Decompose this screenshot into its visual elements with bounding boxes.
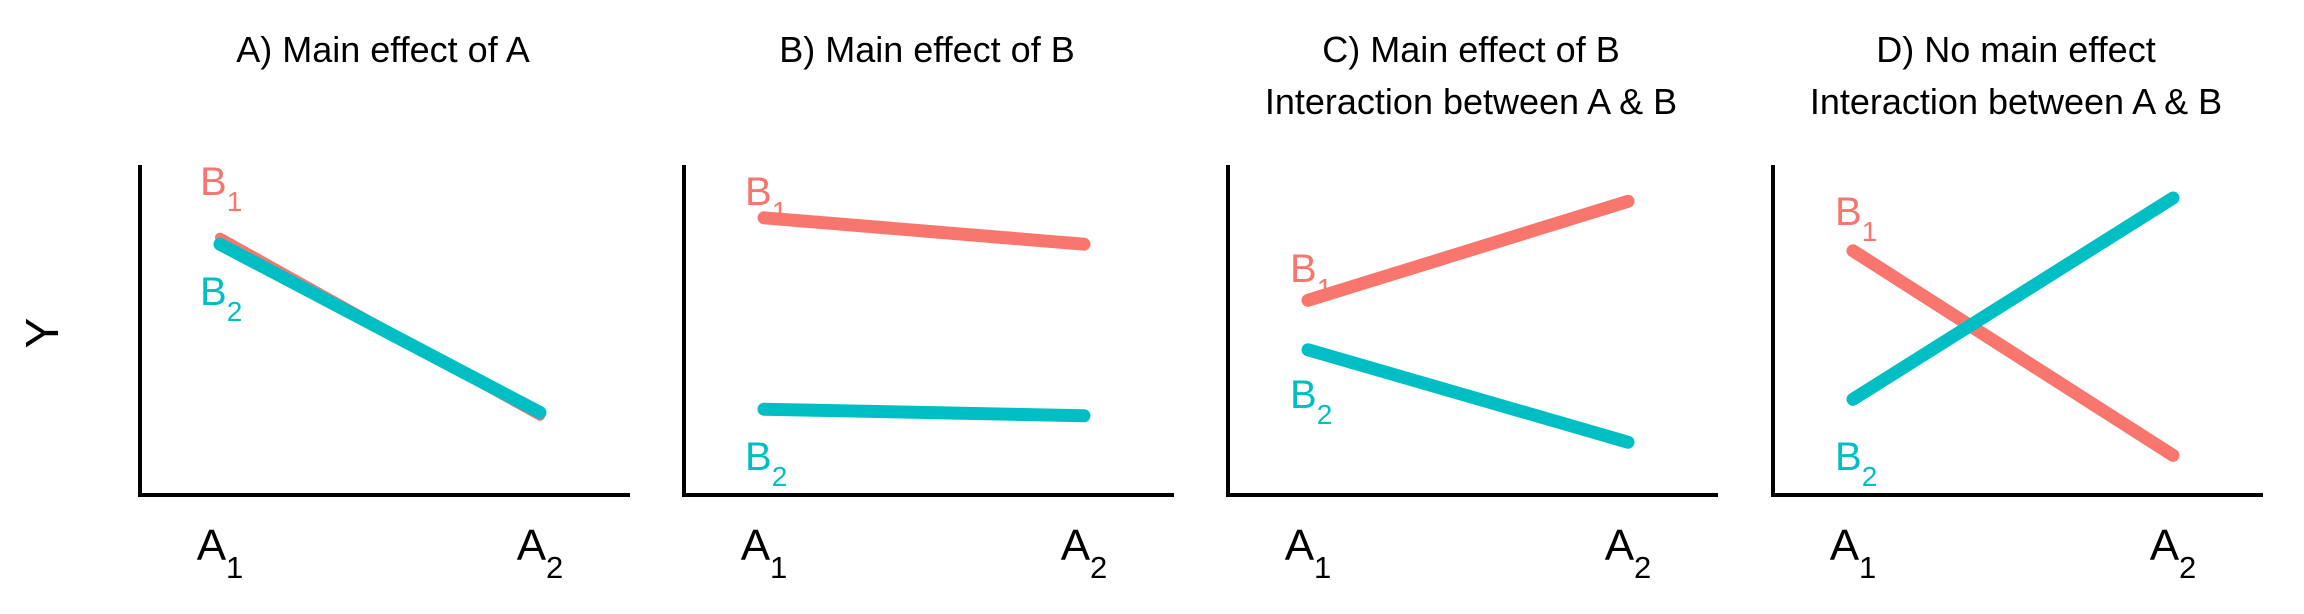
series-line-B2 bbox=[757, 402, 1091, 423]
x-tick-label: A2 bbox=[517, 521, 564, 585]
series-label-B2: B2 bbox=[1835, 435, 1877, 492]
series-line-B2 bbox=[1301, 343, 1635, 449]
axis-lines bbox=[682, 165, 1174, 497]
series-label-B1: B1 bbox=[1835, 190, 1877, 247]
x-tick-label: A2 bbox=[1605, 521, 1652, 585]
series-label-B1: B1 bbox=[200, 160, 242, 217]
series-label-B1: B1 bbox=[745, 170, 787, 227]
panel-title-line-1: D) No main effect bbox=[1876, 29, 2155, 70]
panel-4: D) No main effect Interaction between A &… bbox=[1771, 29, 2263, 585]
panel-2: B) Main effect of B A1 A2 B1 B2 bbox=[682, 29, 1174, 585]
x-tick-label: A2 bbox=[1061, 521, 1108, 585]
x-tick-label: A2 bbox=[2150, 521, 2197, 585]
panel-title-line-1: B) Main effect of B bbox=[779, 29, 1074, 70]
x-tick-label: A1 bbox=[1285, 521, 1332, 585]
panel-title-line-1: C) Main effect of B bbox=[1322, 29, 1619, 70]
axis-lines bbox=[1771, 165, 2263, 497]
series-line-B1 bbox=[757, 211, 1091, 251]
panel-1: A) Main effect of A A1 A2 B1 B2 bbox=[138, 29, 630, 585]
series-line-B2 bbox=[213, 237, 547, 419]
panel-title-line-1: A) Main effect of A bbox=[236, 29, 529, 70]
x-tick-label: A1 bbox=[197, 521, 244, 585]
series-label-B2: B2 bbox=[200, 270, 242, 327]
panel-3: C) Main effect of B Interaction between A… bbox=[1226, 29, 1718, 585]
y-axis-label: Y bbox=[16, 318, 68, 349]
series-label-B2: B2 bbox=[1290, 373, 1332, 430]
series-label-B1: B1 bbox=[1290, 247, 1332, 304]
axis-lines bbox=[138, 165, 630, 497]
series-line-B2 bbox=[1846, 191, 2180, 406]
panel-title-line-2: Interaction between A & B bbox=[1265, 81, 1677, 122]
series-label-B2: B2 bbox=[745, 435, 787, 492]
x-tick-label: A1 bbox=[741, 521, 788, 585]
series-line-B1 bbox=[1846, 244, 2180, 462]
series-line-B1 bbox=[1301, 194, 1635, 307]
x-tick-label: A1 bbox=[1830, 521, 1877, 585]
axis-lines bbox=[1226, 165, 1718, 497]
panel-title-line-2: Interaction between A & B bbox=[1810, 81, 2222, 122]
